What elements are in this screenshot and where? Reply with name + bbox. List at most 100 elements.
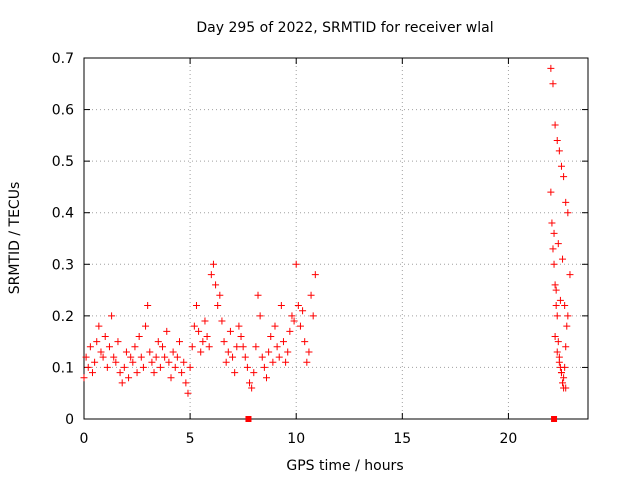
data-point: [551, 281, 559, 289]
data-point: [152, 353, 160, 361]
y-tick-label: 0.3: [52, 257, 74, 273]
data-point: [265, 348, 273, 356]
data-point: [116, 369, 124, 377]
data-point: [97, 348, 105, 356]
data-point: [550, 229, 558, 237]
data-point: [122, 348, 130, 356]
data-point: [133, 369, 141, 377]
data-point: [222, 358, 230, 366]
data-point: [84, 363, 92, 371]
data-point: [135, 332, 143, 340]
data-point: [549, 80, 557, 88]
data-point: [114, 338, 122, 346]
data-point: [562, 198, 570, 206]
data-point: [561, 302, 569, 310]
data-point: [547, 64, 555, 72]
data-point: [553, 348, 561, 356]
grid: [84, 58, 588, 419]
data-point: [269, 358, 277, 366]
data-point: [91, 358, 99, 366]
data-point: [154, 338, 162, 346]
data-point: [564, 312, 572, 320]
data-point: [226, 327, 234, 335]
data-point: [294, 302, 302, 310]
data-point: [551, 121, 559, 129]
data-point: [220, 338, 228, 346]
plot-frame: [83, 57, 589, 420]
data-point: [557, 162, 565, 170]
data-point: [163, 327, 171, 335]
data-point: [129, 358, 137, 366]
data-point: [103, 363, 111, 371]
data-point: [118, 379, 126, 387]
data-point: [167, 374, 175, 382]
y-tick-label: 0.1: [52, 360, 74, 376]
data-point: [311, 271, 319, 279]
y-tick-labels: 0 0.1 0.2 0.3 0.4 0.5 0.6 0.7: [52, 51, 74, 428]
data-point: [239, 343, 247, 351]
data-point: [165, 358, 173, 366]
data-point: [197, 348, 205, 356]
data-point: [284, 348, 292, 356]
data-point: [156, 363, 164, 371]
data-point: [559, 379, 567, 387]
data-point: [555, 147, 563, 155]
data-point: [229, 353, 237, 361]
data-points: [80, 64, 574, 397]
data-point: [93, 338, 101, 346]
data-point: [214, 302, 222, 310]
data-point: [550, 260, 558, 268]
data-point: [231, 369, 239, 377]
data-point: [277, 302, 285, 310]
data-point: [80, 374, 88, 382]
data-point: [296, 322, 304, 330]
data-point: [250, 369, 258, 377]
data-point: [560, 173, 568, 181]
data-point: [108, 312, 116, 320]
data-point: [150, 369, 158, 377]
data-point: [258, 353, 266, 361]
data-point: [307, 291, 315, 299]
data-point: [184, 389, 192, 397]
data-point: [95, 322, 103, 330]
x-axis-markers: [245, 416, 558, 422]
data-point: [142, 322, 150, 330]
data-point: [292, 260, 300, 268]
x-axis-marker: [245, 416, 252, 422]
data-point: [551, 332, 559, 340]
data-point: [120, 363, 128, 371]
data-point: [224, 348, 232, 356]
data-point: [216, 291, 224, 299]
axis-ticks: [83, 57, 588, 420]
data-point: [201, 317, 209, 325]
data-point: [260, 363, 268, 371]
data-point: [99, 353, 107, 361]
data-point: [161, 353, 169, 361]
data-point: [144, 302, 152, 310]
data-point: [101, 332, 109, 340]
data-point: [555, 358, 563, 366]
data-point: [139, 363, 147, 371]
data-point: [563, 322, 571, 330]
data-point: [186, 363, 194, 371]
data-point: [562, 343, 570, 351]
data-point: [252, 343, 260, 351]
data-point: [173, 353, 181, 361]
data-point: [146, 348, 154, 356]
y-tick-label: 0.5: [52, 154, 74, 170]
data-point: [207, 271, 215, 279]
data-point: [188, 343, 196, 351]
data-point: [263, 374, 271, 382]
data-point: [305, 348, 313, 356]
data-point: [547, 188, 555, 196]
x-tick-label: 5: [186, 431, 195, 447]
data-point: [212, 281, 220, 289]
data-point: [273, 343, 281, 351]
y-tick-label: 0.6: [52, 103, 74, 119]
data-point: [86, 343, 94, 351]
x-tick-label: 0: [80, 431, 89, 447]
data-point: [279, 338, 287, 346]
data-point: [275, 353, 283, 361]
data-point: [288, 312, 296, 320]
data-point: [171, 363, 179, 371]
